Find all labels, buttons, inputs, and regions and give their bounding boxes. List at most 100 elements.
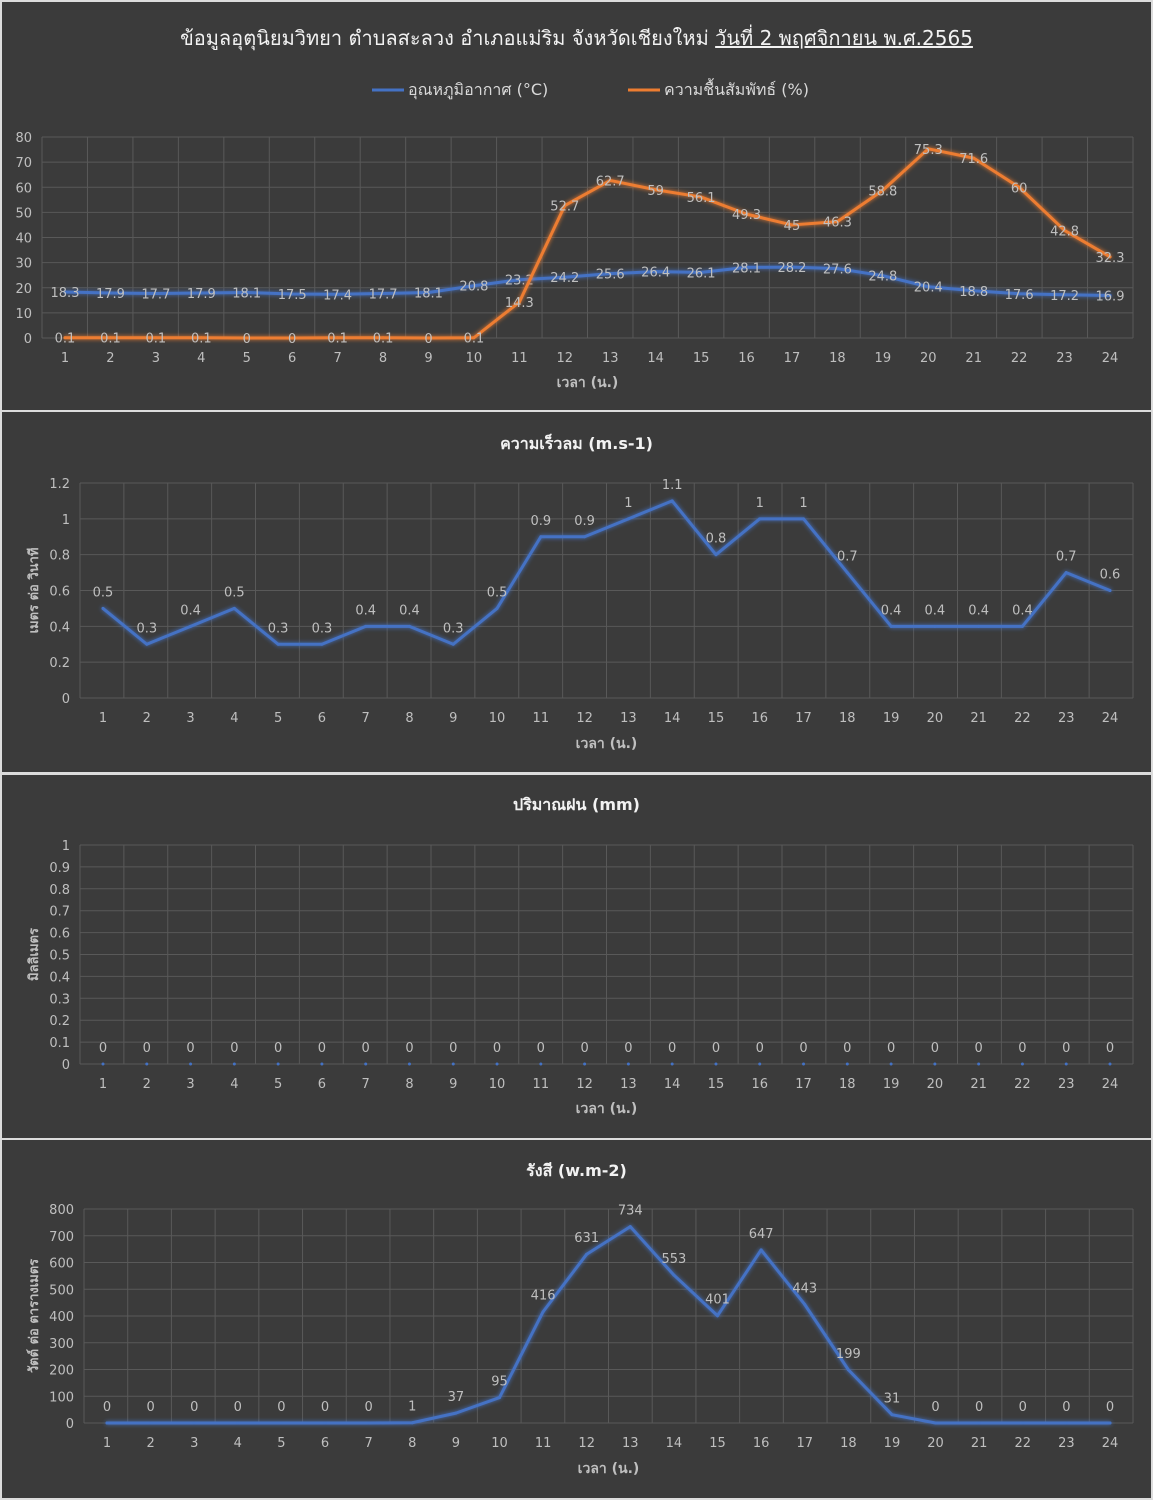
x-tick-label: 14 <box>664 711 681 726</box>
y-tick-label: 0 <box>62 692 70 707</box>
x-tick-label: 2 <box>143 1077 151 1092</box>
data-point <box>714 553 718 557</box>
data-point <box>716 1314 720 1318</box>
data-label: 0 <box>318 1041 326 1056</box>
data-label: 75.3 <box>914 143 943 158</box>
x-tick-label: 12 <box>576 711 593 726</box>
x-tick-label: 7 <box>362 711 370 726</box>
y-tick-label: 0 <box>66 1417 74 1432</box>
x-tick-label: 6 <box>318 711 326 726</box>
data-point <box>583 535 587 539</box>
data-label: 0 <box>288 332 296 347</box>
x-tick-label: 18 <box>829 351 846 366</box>
y-tick-label: 100 <box>49 1390 74 1405</box>
data-label: 0 <box>975 1041 983 1056</box>
data-label: 0 <box>186 1041 194 1056</box>
data-point <box>626 1062 630 1066</box>
data-label: 1 <box>408 1400 416 1415</box>
y-tick-label: 0.4 <box>49 970 70 985</box>
data-point <box>977 1421 981 1425</box>
chart-title: ความเร็วลม (m.s-1) <box>500 432 653 453</box>
data-label: 0 <box>277 1400 285 1415</box>
data-label: 0 <box>146 1400 154 1415</box>
data-point <box>585 1252 589 1256</box>
data-point <box>563 275 567 279</box>
x-tick-label: 8 <box>405 1077 413 1092</box>
data-label: 52.7 <box>550 200 579 215</box>
data-point <box>1063 228 1067 232</box>
data-label: 56.1 <box>687 191 716 206</box>
data-label: 45 <box>784 219 801 234</box>
data-point <box>758 517 762 521</box>
data-point <box>495 1062 499 1066</box>
data-point <box>276 642 280 646</box>
data-label: 0.1 <box>55 332 76 347</box>
data-label: 0 <box>449 1041 457 1056</box>
x-tick-label: 5 <box>274 1077 282 1092</box>
data-point <box>628 1225 632 1229</box>
y-tick-label: 300 <box>49 1337 74 1352</box>
data-label: 1.1 <box>662 478 683 493</box>
y-tick-label: 30 <box>15 257 32 272</box>
x-tick-label: 17 <box>784 351 801 366</box>
data-label: 553 <box>661 1252 686 1267</box>
data-point <box>803 1302 807 1306</box>
data-label: 0 <box>405 1041 413 1056</box>
data-label: 60 <box>1011 181 1028 196</box>
x-tick-label: 11 <box>535 1436 552 1451</box>
y-tick-label: 20 <box>15 282 32 297</box>
data-point <box>236 1421 240 1425</box>
data-label: 0.1 <box>191 332 212 347</box>
data-label: 20.4 <box>914 281 943 296</box>
data-point <box>199 336 203 340</box>
x-tick-label: 18 <box>839 711 856 726</box>
x-tick-label: 18 <box>840 1436 857 1451</box>
x-tick-label: 23 <box>1058 711 1075 726</box>
data-point <box>608 272 612 276</box>
data-point <box>381 336 385 340</box>
data-label: 0 <box>1018 1041 1026 1056</box>
y-tick-label: 1 <box>62 839 70 854</box>
data-point <box>539 1062 543 1066</box>
y-tick-label: 0.2 <box>49 656 70 671</box>
x-tick-label: 18 <box>839 1077 856 1092</box>
data-point <box>367 1421 371 1425</box>
x-tick-label: 21 <box>970 711 987 726</box>
y-tick-label: 70 <box>15 156 32 171</box>
chart-panel-rainfall: ปริมาณฝน (mm) 0 0.1 0.2 0.3 0.4 0.5 0.6 0.7 0.8 0.… <box>2 775 1151 1138</box>
x-tick-label: 17 <box>795 711 812 726</box>
x-tick-label: 16 <box>751 711 768 726</box>
x-tick-label: 15 <box>708 1077 725 1092</box>
data-point <box>1108 294 1112 298</box>
data-label: 0 <box>1106 1041 1114 1056</box>
y-tick-label: 800 <box>49 1203 74 1218</box>
chart-panel-wind-speed: ความเร็วลม (m.s-1) 0 0.2 0.4 0.6 0.8 1 1.2 1 2 3 4 5… <box>2 412 1151 772</box>
data-label: 1 <box>799 496 807 511</box>
data-point <box>364 1062 368 1066</box>
data-label: 734 <box>618 1204 643 1219</box>
data-point <box>108 291 112 295</box>
y-tick-label: 0.7 <box>49 905 70 920</box>
x-axis-label: เวลา (น.) <box>557 375 619 391</box>
data-point <box>381 292 385 296</box>
data-point <box>1108 1062 1112 1066</box>
data-point <box>189 1062 193 1066</box>
data-label: 0 <box>1062 1041 1070 1056</box>
data-label: 24.8 <box>868 270 897 285</box>
data-point <box>495 606 499 610</box>
y-axis-label: เมตร ต่อ วินาที <box>26 548 42 634</box>
data-label: 0 <box>365 1400 373 1415</box>
data-label: 0.3 <box>136 621 157 636</box>
y-tick-label: 0.4 <box>49 620 70 635</box>
data-point <box>835 267 839 271</box>
data-label: 0.1 <box>100 332 121 347</box>
chart-svg: ความเร็วลม (m.s-1)00.20.40.60.811.21 2 3 4 5… <box>26 432 1134 752</box>
x-tick-label: 1 <box>99 1077 107 1092</box>
data-point <box>699 270 703 274</box>
data-point <box>290 336 294 340</box>
data-label: 1 <box>756 496 764 511</box>
x-tick-label: 8 <box>379 351 387 366</box>
x-tick-label: 6 <box>288 351 296 366</box>
data-point <box>407 624 411 628</box>
series-line <box>101 499 1112 646</box>
